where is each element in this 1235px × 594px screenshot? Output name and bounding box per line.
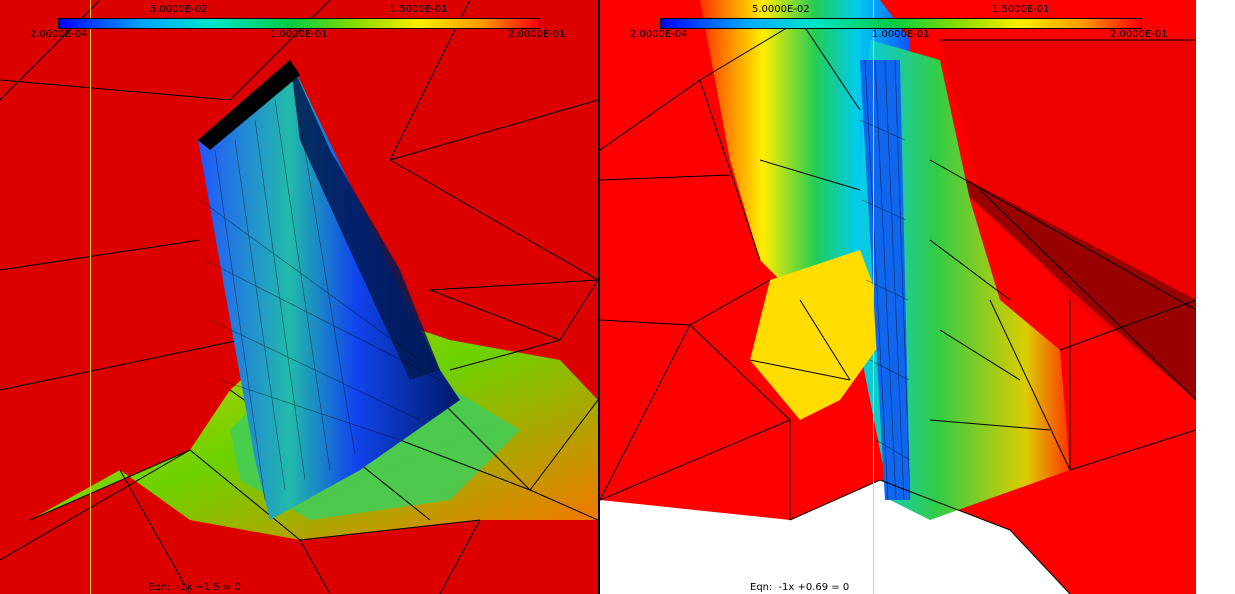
left-viewport[interactable]: 5.0000E-02 1.5000E-01 2.0000E-04 1.0000E… [0,0,598,594]
colorbar-bottom-label-max: 2.0000E-01 [508,29,566,40]
cut-plane-line [873,0,874,594]
equation-readout: Eqn: -1x +0.69 = 0 [750,582,849,593]
colorbar-bottom-label-min: 2.0000E-04 [630,29,688,40]
viewport-divider [598,0,600,594]
colorbar-top-label-1: 5.0000E-02 [150,4,208,15]
equation-key: Eqn: [750,582,773,593]
left-mesh-render [0,0,598,594]
colorbar-top-label-1: 5.0000E-02 [752,4,810,15]
colorbar-top-label-2: 1.5000E-01 [390,4,448,15]
equation-key: Eqn: [148,582,171,593]
colorbar [660,18,1142,29]
colorbar-bottom-label-min: 2.0000E-04 [30,29,88,40]
equation-value: -1x +0.69 = 0 [778,582,850,593]
colorbar-bottom-label-mid: 1.0000E-01 [270,29,328,40]
equation-readout: Eqn: -1x +1.5 = 0 [148,582,241,593]
colorbar-bottom-label-max: 2.0000E-01 [1110,29,1168,40]
colorbar-top-label-2: 1.5000E-01 [992,4,1050,15]
colorbar-bottom-label-mid: 1.0000E-01 [872,29,930,40]
equation-value: -1x +1.5 = 0 [176,582,241,593]
cut-plane-line [90,0,91,594]
colorbar [58,18,540,29]
right-viewport[interactable]: 5.0000E-02 1.5000E-01 2.0000E-04 1.0000E… [600,0,1196,594]
right-mesh-render [600,0,1196,594]
